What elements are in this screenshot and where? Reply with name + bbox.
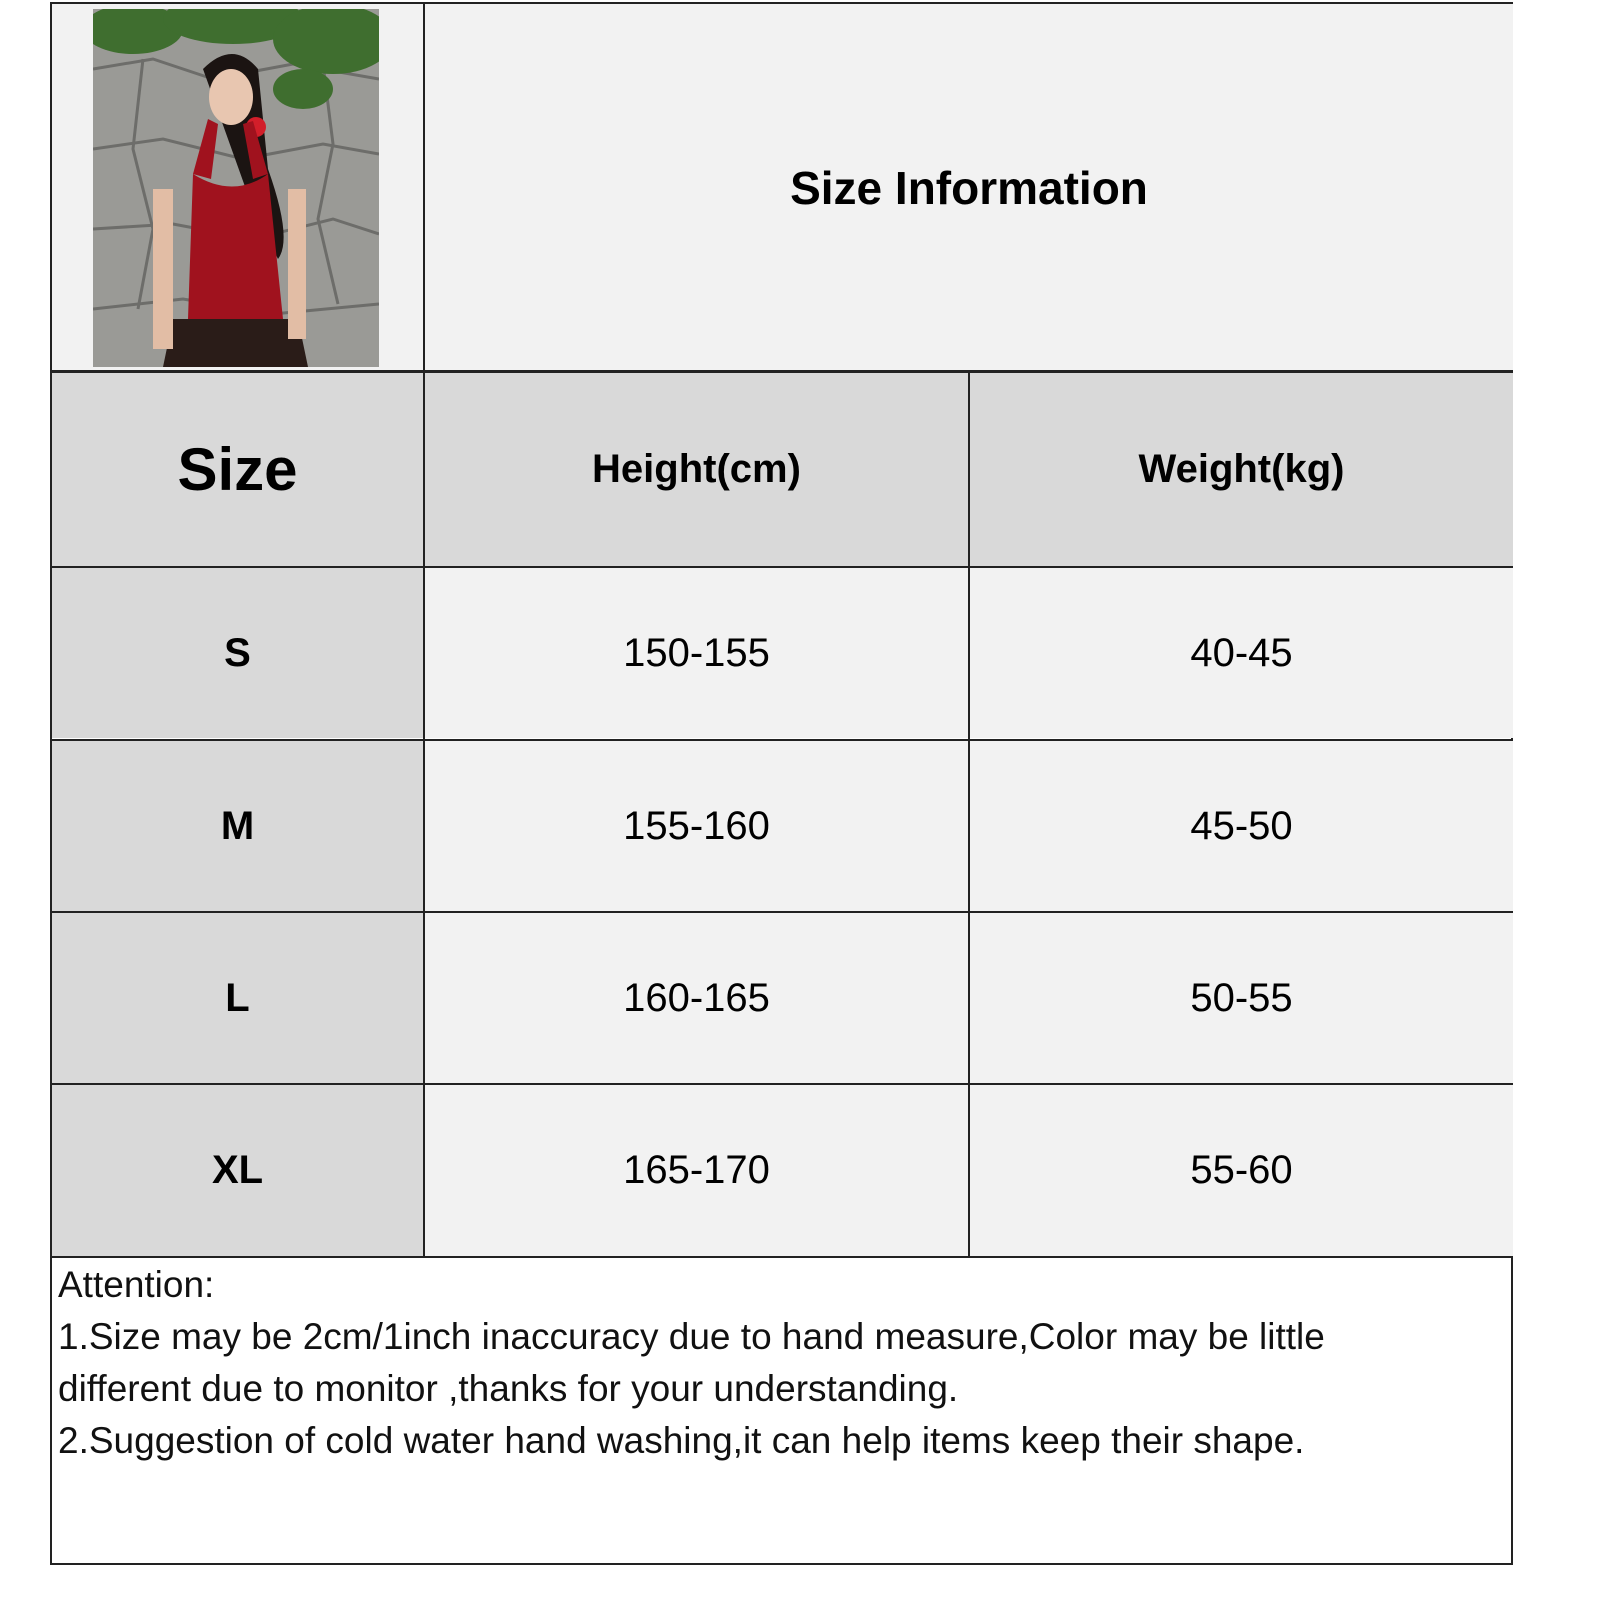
height-cell: 160-165: [425, 913, 968, 1083]
size-cell: S: [52, 568, 423, 738]
note-line: 2.Suggestion of cold water hand washing,…: [58, 1420, 1305, 1461]
page-title: Size Information: [425, 4, 1513, 371]
note-line: different due to monitor ,thanks for you…: [58, 1368, 959, 1409]
height-cell: 155-160: [425, 741, 968, 911]
weight-cell: 55-60: [970, 1085, 1513, 1256]
header-size: Size: [52, 373, 423, 566]
weight-cell: 45-50: [970, 741, 1513, 911]
model-photo: [93, 9, 379, 367]
height-cell: 150-155: [425, 568, 968, 738]
weight-cell: 40-45: [970, 568, 1513, 738]
weight-cell: 50-55: [970, 913, 1513, 1083]
attention-notes: Attention: 1.Size may be 2cm/1inch inacc…: [58, 1259, 1498, 1467]
size-chart-table: Size Information Size Height(cm) Weight(…: [50, 2, 1513, 1565]
header-height: Height(cm): [425, 373, 968, 566]
size-cell: L: [52, 913, 423, 1083]
size-cell: M: [52, 741, 423, 911]
notes-heading: Attention:: [58, 1264, 215, 1305]
header-weight: Weight(kg): [970, 373, 1513, 566]
photo-cell: [52, 4, 423, 371]
height-cell: 165-170: [425, 1085, 968, 1256]
note-line: 1.Size may be 2cm/1inch inaccuracy due t…: [58, 1316, 1325, 1357]
size-cell: XL: [52, 1085, 423, 1256]
